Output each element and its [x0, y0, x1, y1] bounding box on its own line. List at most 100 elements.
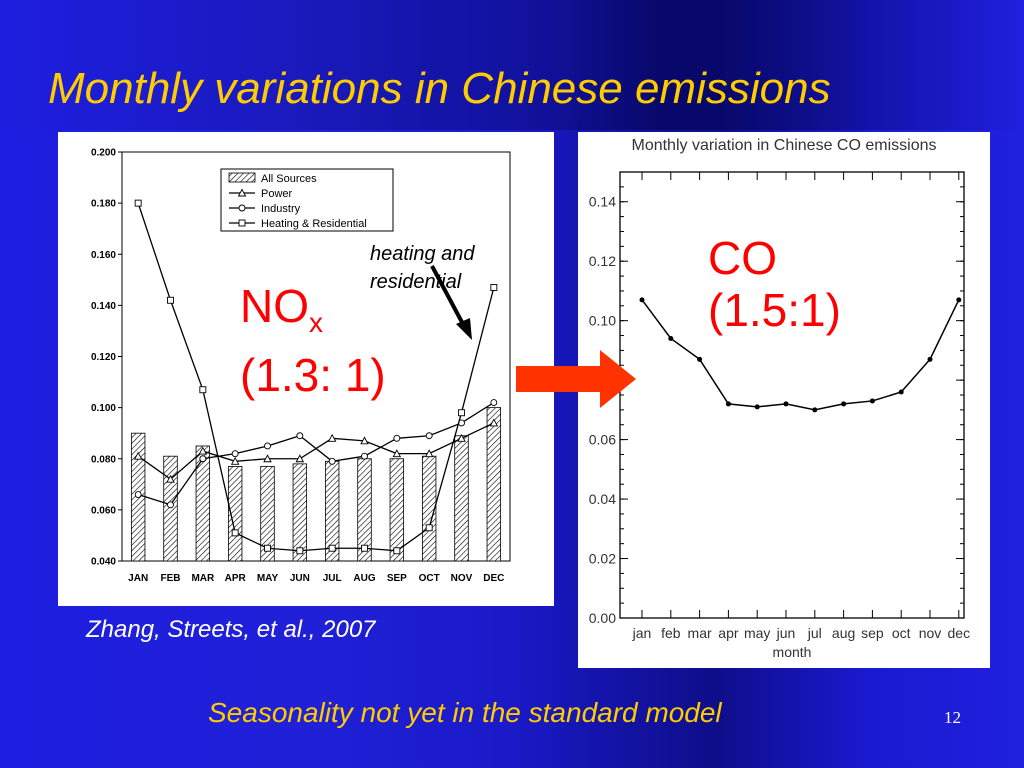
co-series-line [641, 299, 960, 411]
co-ytick-label: 0.14 [589, 194, 616, 210]
nox-point [327, 433, 337, 442]
co-point [898, 389, 904, 395]
nox-point [424, 449, 434, 458]
nox-xtick-label: SEP [387, 573, 407, 584]
nox-legend-label: Power [261, 188, 293, 200]
slide-title: Monthly variations in Chinese emissions [48, 64, 831, 113]
nox-label: NOx (1.3: 1) [240, 280, 386, 401]
nox-point [490, 284, 498, 291]
nox-ytick-label: 0.040 [91, 557, 116, 568]
nox-point [230, 456, 240, 465]
nox-ytick-label: 0.140 [91, 301, 116, 312]
nox-bar [195, 445, 211, 562]
citation: Zhang, Streets, et al., 2007 [86, 616, 376, 643]
co-label: CO (1.5:1) [708, 232, 841, 336]
nox-legend-marker [238, 204, 246, 212]
nox-point [425, 524, 433, 532]
nox-point [134, 491, 142, 498]
title-band [0, 0, 1024, 130]
nox-point [199, 455, 207, 463]
co-point [956, 297, 962, 303]
co-xtick-label: aug [832, 625, 855, 641]
nox-point [264, 544, 271, 552]
nox-series-line [137, 202, 495, 552]
nox-ratio: (1.3: 1) [240, 349, 386, 401]
co-point [869, 398, 875, 404]
nox-xtick-label: NOV [451, 573, 473, 584]
nox-point [133, 451, 143, 460]
co-chart-panel: Monthly variation in Chinese CO emission… [578, 132, 990, 668]
nox-xtick-label: FEB [161, 573, 181, 584]
co-point [725, 401, 731, 407]
nox-ytick-label: 0.180 [91, 199, 116, 210]
nox-point [296, 432, 304, 440]
nox-point [198, 446, 208, 455]
nox-legend-swatch [228, 172, 256, 183]
nox-point [328, 457, 336, 465]
co-xtick-label: may [744, 625, 770, 641]
co-point [812, 407, 818, 413]
nox-xtick-label: JUL [323, 573, 342, 584]
nox-point [295, 454, 305, 463]
nox-point [360, 436, 369, 445]
nox-point [166, 474, 175, 483]
co-xtick-label: jul [807, 625, 822, 641]
co-point [668, 336, 674, 342]
nox-point [361, 544, 368, 552]
co-ytick-label: 0.04 [589, 491, 616, 507]
nox-label-sub: x [309, 307, 323, 338]
nox-bar [292, 463, 308, 562]
co-xtick-label: nov [919, 625, 942, 641]
nox-xtick-label: DEC [483, 573, 504, 584]
nox-point [490, 399, 498, 406]
nox-legend-marker [237, 188, 247, 197]
annotation-line-1: heating and [370, 243, 475, 265]
annotation-arrow-line [430, 265, 466, 327]
nox-point [392, 449, 402, 458]
nox-point [361, 452, 368, 460]
co-ratio: (1.5:1) [708, 284, 841, 336]
nox-legend-marker [238, 219, 246, 227]
co-ytick-label: 0.06 [589, 432, 616, 448]
nox-legend-label: Heating & Residential [261, 218, 367, 230]
nox-label-main: NO [240, 280, 309, 332]
co-point [841, 401, 847, 407]
nox-xtick-label: MAY [257, 573, 279, 584]
nox-ytick-label: 0.160 [91, 250, 116, 261]
nox-point [393, 547, 401, 555]
nox-legend-label: Industry [261, 203, 301, 215]
nox-bar [486, 407, 502, 562]
nox-series-line [137, 401, 495, 506]
co-ytick-label: 0.10 [589, 313, 616, 329]
nox-point [296, 547, 304, 555]
nox-point [134, 199, 142, 207]
co-ytick-label: 0.00 [589, 610, 616, 626]
nox-bar [389, 458, 405, 562]
co-xaxis-label: month [773, 644, 812, 660]
co-label-main: CO [708, 232, 777, 284]
nox-xtick-label: APR [225, 573, 247, 584]
nox-point [425, 432, 433, 440]
nox-xtick-label: JUN [290, 573, 310, 584]
nox-point [457, 433, 466, 442]
nox-point [263, 454, 272, 463]
nox-legend-label: All Sources [261, 173, 317, 185]
co-point [754, 404, 760, 410]
co-xtick-label: sep [861, 625, 884, 641]
co-xtick-label: oct [892, 625, 911, 641]
nox-xtick-label: AUG [353, 573, 375, 584]
footer-note: Seasonality not yet in the standard mode… [208, 697, 722, 728]
co-ytick-label: 0.12 [589, 253, 616, 269]
co-xtick-label: dec [948, 625, 971, 641]
co-point [697, 356, 703, 362]
co-point [927, 356, 933, 362]
nox-point [231, 450, 239, 458]
nox-ytick-label: 0.100 [91, 403, 116, 414]
nox-bar [260, 466, 275, 562]
nox-ytick-label: 0.200 [91, 148, 116, 159]
nox-chart-panel: 0.040 0.060 0.080 0.100 0.120 0.140 0.160 0.180… [58, 132, 554, 606]
co-chart-title: Monthly variation in Chinese CO emission… [631, 137, 936, 154]
co-xtick-label: mar [688, 625, 712, 641]
nox-ytick-label: 0.080 [91, 454, 116, 465]
co-xtick-label: feb [661, 625, 681, 641]
